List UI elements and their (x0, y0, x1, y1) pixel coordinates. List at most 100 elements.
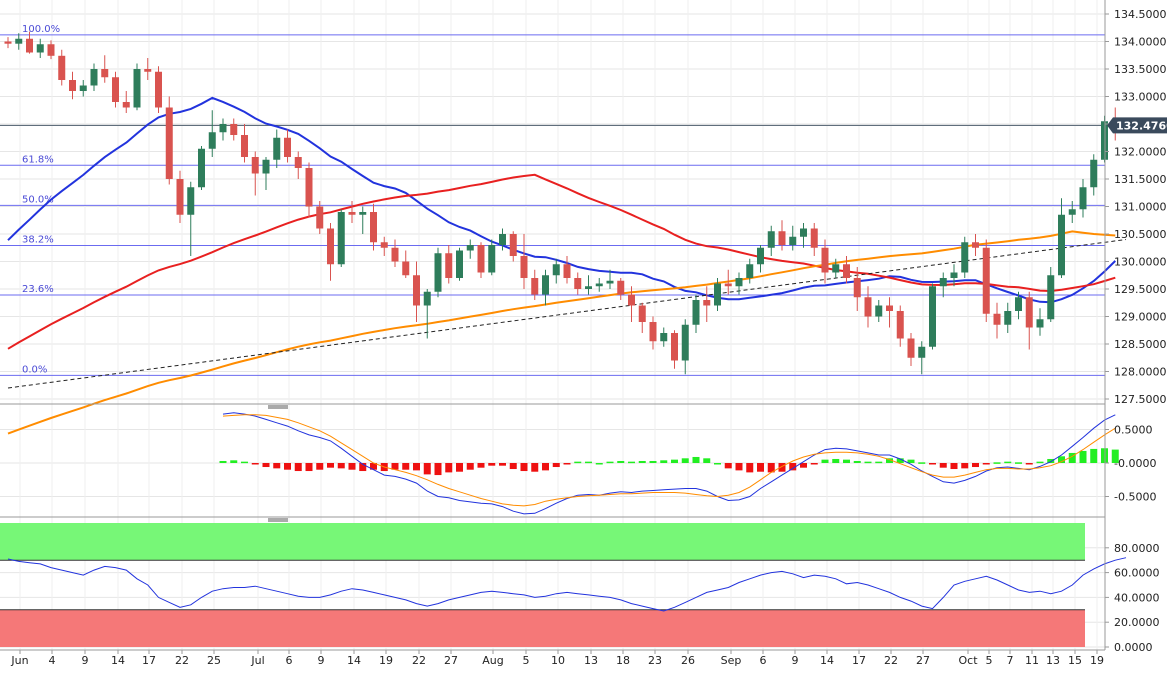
x-tick-label: 13 (1046, 654, 1060, 667)
candle-body (445, 253, 453, 278)
candle-body (918, 346, 926, 358)
x-tick-label: 19 (1090, 654, 1104, 667)
candle-body (133, 69, 141, 108)
candle-body (810, 228, 818, 248)
macd-histogram-bar (875, 461, 883, 464)
macd-histogram-bar (294, 463, 302, 472)
macd-line (222, 412, 1116, 515)
macd-histogram-bar (853, 460, 861, 463)
candle-body (273, 137, 281, 160)
candle-body (380, 242, 388, 248)
macd-histogram-bar (391, 463, 399, 470)
candle-body (982, 247, 990, 314)
candle-body (456, 250, 463, 278)
candle-body (735, 278, 743, 287)
candle-body (681, 324, 689, 361)
candle-body (563, 264, 571, 278)
candle-body (649, 322, 657, 342)
x-tick-label: 6 (286, 654, 293, 667)
fib-level-label: 50.0% (22, 194, 54, 205)
x-tick-label: 9 (82, 654, 89, 667)
macd-histogram-bar (864, 461, 872, 464)
macd-histogram-bar (821, 459, 829, 463)
price-tick-label: 133.0000 (1114, 91, 1167, 104)
sma-20-line (7, 96, 1117, 304)
candle-body (929, 286, 936, 347)
macd-histogram-bar (413, 463, 420, 471)
candle-body (660, 333, 668, 342)
fib-level-label: 0.0% (22, 364, 47, 375)
rsi-tick-label: 80.0000 (1114, 542, 1160, 555)
current-price-badge: 132.4760 (1107, 117, 1169, 134)
macd-histogram-bar (1068, 452, 1076, 463)
candle-body (1090, 159, 1098, 188)
macd-histogram-bar (617, 460, 625, 463)
candle-body (950, 272, 958, 278)
macd-histogram-bar (542, 463, 549, 471)
candle-body (638, 305, 646, 322)
candle-body (402, 261, 410, 276)
candle-body (821, 247, 829, 273)
macd-histogram-bar (251, 463, 259, 465)
candle-body (294, 157, 302, 168)
macd-histogram-bar (348, 463, 356, 470)
macd-histogram-bar (230, 460, 238, 463)
candle-body (488, 245, 496, 273)
x-tick-label: 22 (175, 654, 189, 667)
macd-histogram-bar (477, 463, 485, 468)
macd-histogram-bar (509, 463, 517, 470)
macd-histogram-bar (1079, 450, 1087, 463)
macd-histogram-bar (724, 463, 732, 469)
candle-body (112, 77, 119, 102)
macd-histogram-bar (1015, 462, 1022, 464)
macd-histogram-bar (456, 463, 463, 472)
rsi-overbought-zone (0, 523, 1085, 561)
macd-histogram-bar (1111, 449, 1119, 463)
macd-histogram-bar (671, 459, 678, 463)
macd-histogram-bar (628, 461, 635, 464)
candle-body (230, 124, 238, 135)
candle-body (864, 297, 872, 317)
macd-histogram-bar (1090, 448, 1098, 463)
macd-histogram-bar (262, 463, 270, 468)
candle-body (79, 85, 87, 91)
rsi-tick-label: 40.0000 (1114, 591, 1160, 604)
macd-histogram-bar (1025, 463, 1033, 465)
price-tick-label: 130.0000 (1114, 256, 1167, 269)
candle-body (542, 275, 549, 295)
candle-body (499, 234, 506, 245)
candle-body (284, 137, 291, 157)
macd-histogram-bar (649, 460, 657, 463)
macd-histogram-bar (767, 463, 775, 473)
candle-body (101, 69, 109, 78)
candle-body (434, 253, 442, 292)
macd-histogram-bar (219, 460, 227, 463)
macd-tick-label: 0.5000 (1114, 424, 1153, 437)
x-tick-label: Oct (958, 654, 978, 667)
macd-histogram-bar (692, 456, 700, 463)
macd-histogram-bar (241, 461, 248, 464)
candle-body (896, 311, 904, 339)
macd-histogram-bar (832, 458, 840, 463)
candle-body (993, 313, 1001, 325)
x-tick-label: 27 (444, 654, 458, 667)
macd-histogram-bar (950, 463, 958, 470)
y-axis-labels: 134.5000134.0000133.5000133.0000132.5000… (1105, 8, 1167, 654)
candle-body (370, 212, 377, 243)
candle-body (337, 212, 345, 265)
candle-body (1004, 311, 1012, 325)
x-tick-label: 13 (584, 654, 598, 667)
macd-histogram-bar (337, 463, 345, 469)
candle-body (757, 247, 764, 265)
x-tick-label: 9 (318, 654, 325, 667)
price-tick-label: 134.0000 (1114, 36, 1167, 49)
x-tick-label: 18 (616, 654, 630, 667)
candle-body (26, 38, 33, 53)
candle-body (208, 132, 216, 149)
macd-histogram-bar (359, 463, 367, 472)
candle-body (466, 245, 474, 251)
candle-body (907, 338, 915, 358)
candle-body (703, 300, 711, 306)
candle-body (36, 44, 44, 53)
